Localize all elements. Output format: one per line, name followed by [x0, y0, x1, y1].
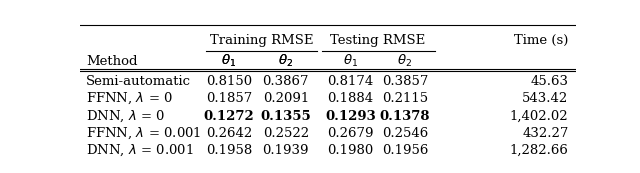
Text: $\theta_1$: $\theta_1$	[221, 53, 236, 69]
Text: 0.2546: 0.2546	[381, 127, 428, 140]
Text: $\theta_1$: $\theta_1$	[343, 53, 358, 69]
Text: 0.8150: 0.8150	[205, 75, 252, 88]
Text: $\theta_2$: $\theta_2$	[397, 53, 412, 69]
Text: 0.2115: 0.2115	[382, 92, 428, 105]
Text: 0.1884: 0.1884	[327, 92, 373, 105]
Text: 0.1293: 0.1293	[325, 110, 376, 122]
Text: 0.1958: 0.1958	[205, 144, 252, 157]
Text: 432.27: 432.27	[522, 127, 568, 140]
Text: 0.3867: 0.3867	[262, 75, 309, 88]
Text: 0.1939: 0.1939	[262, 144, 309, 157]
Text: 1,282.66: 1,282.66	[509, 144, 568, 157]
Text: 0.1980: 0.1980	[327, 144, 374, 157]
Text: Training RMSE: Training RMSE	[210, 34, 314, 47]
Text: 1,402.02: 1,402.02	[510, 110, 568, 122]
Text: Testing RMSE: Testing RMSE	[330, 34, 425, 47]
Text: 543.42: 543.42	[522, 92, 568, 105]
Text: Time (s): Time (s)	[514, 34, 568, 47]
Text: 0.2091: 0.2091	[262, 92, 309, 105]
Text: 0.3857: 0.3857	[381, 75, 428, 88]
Text: 0.2679: 0.2679	[327, 127, 374, 140]
Text: 0.1857: 0.1857	[205, 92, 252, 105]
Text: 45.63: 45.63	[531, 75, 568, 88]
Text: 0.2522: 0.2522	[263, 127, 309, 140]
Text: $\theta_1$: $\theta_1$	[221, 53, 236, 69]
Text: 0.1355: 0.1355	[260, 110, 311, 122]
Text: FFNN, $\lambda$ = 0: FFNN, $\lambda$ = 0	[86, 91, 173, 106]
Text: 0.8174: 0.8174	[327, 75, 374, 88]
Text: Method: Method	[86, 55, 138, 68]
Text: 0.1272: 0.1272	[204, 110, 254, 122]
Text: Semi-automatic: Semi-automatic	[86, 75, 191, 88]
Text: 0.1378: 0.1378	[380, 110, 430, 122]
Text: DNN, $\lambda$ = 0: DNN, $\lambda$ = 0	[86, 108, 165, 124]
Text: 0.2642: 0.2642	[205, 127, 252, 140]
Text: FFNN, $\lambda$ = 0.001: FFNN, $\lambda$ = 0.001	[86, 126, 201, 141]
Text: $\theta_2$: $\theta_2$	[278, 53, 293, 69]
Text: $\theta_2$: $\theta_2$	[278, 53, 293, 69]
Text: 0.1956: 0.1956	[381, 144, 428, 157]
Text: DNN, $\lambda$ = 0.001: DNN, $\lambda$ = 0.001	[86, 143, 193, 158]
